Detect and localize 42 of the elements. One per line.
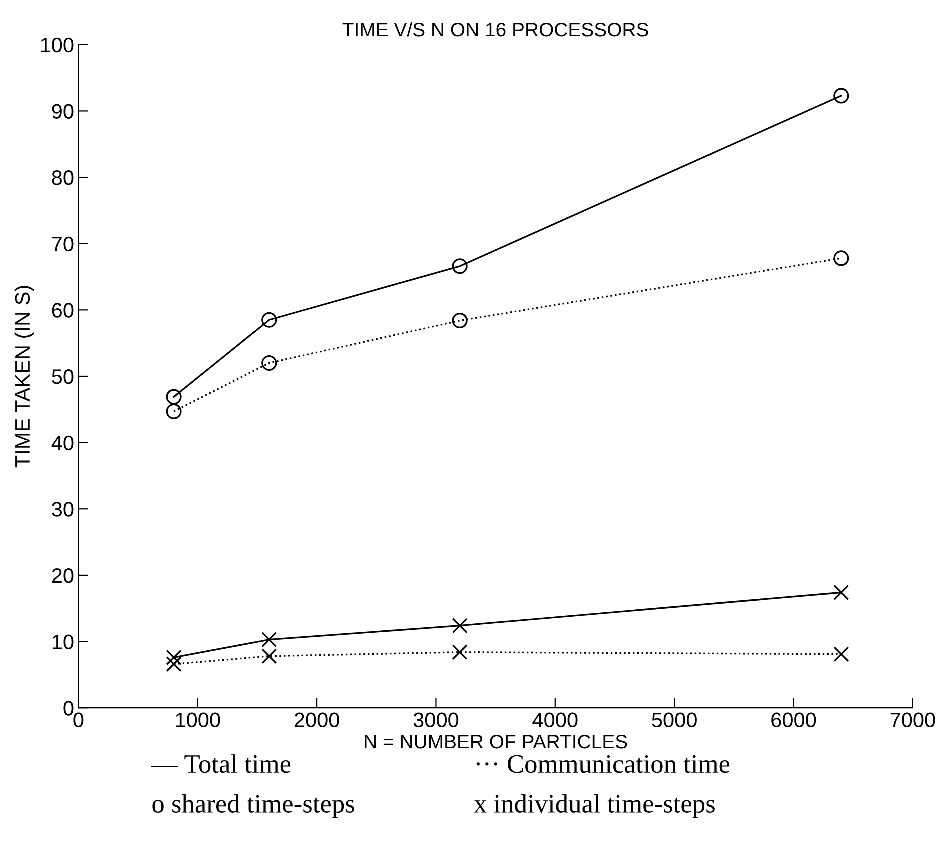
point <box>262 632 278 648</box>
x-tick-label: 3000 <box>414 712 459 728</box>
point <box>452 313 468 329</box>
y-axis-title: TIME TAKEN (IN S) <box>14 286 34 468</box>
x-tick-label: 1000 <box>176 712 220 728</box>
point <box>262 355 278 372</box>
y-tick-label: 0 <box>64 701 74 716</box>
text: x individual time-steps <box>474 794 715 818</box>
point <box>834 646 850 662</box>
point <box>262 648 278 664</box>
y-tick-label: 50 <box>52 369 74 384</box>
point <box>262 312 278 328</box>
x-tick-label: 7000 <box>890 712 936 728</box>
y-tick-label: 20 <box>52 568 74 584</box>
text: — Total time <box>152 754 291 774</box>
point <box>166 404 182 420</box>
x-tick-label: 4000 <box>532 712 578 728</box>
point <box>166 656 182 672</box>
point <box>452 258 468 274</box>
text: ··· Communication time <box>476 755 730 774</box>
point <box>166 650 182 666</box>
text: o shared time-steps <box>152 794 354 818</box>
y-tick-label: 80 <box>52 170 74 186</box>
x-tick-label: 2000 <box>294 712 340 728</box>
point <box>452 618 468 634</box>
y-tick-label: 100 <box>41 38 74 53</box>
y-tick-label: 90 <box>52 104 74 119</box>
x-tick-label: 0 <box>74 712 84 728</box>
point <box>166 389 182 405</box>
point <box>834 88 850 104</box>
point <box>452 644 468 660</box>
y-tick-label: 70 <box>52 236 74 252</box>
y-tick-label: 30 <box>52 502 74 517</box>
point <box>834 250 850 266</box>
y-tick-label: 60 <box>52 303 74 318</box>
x-tick-label: 5000 <box>652 712 697 728</box>
point <box>834 584 850 600</box>
x-tick-label: 6000 <box>772 712 816 728</box>
chart-title: TIME V/S N ON 16 PROCESSORS <box>342 22 648 37</box>
y-tick-label: 40 <box>52 436 74 451</box>
x-axis-title: N = NUMBER OF PARTICLES <box>365 734 628 749</box>
y-tick-label: 10 <box>52 634 74 650</box>
